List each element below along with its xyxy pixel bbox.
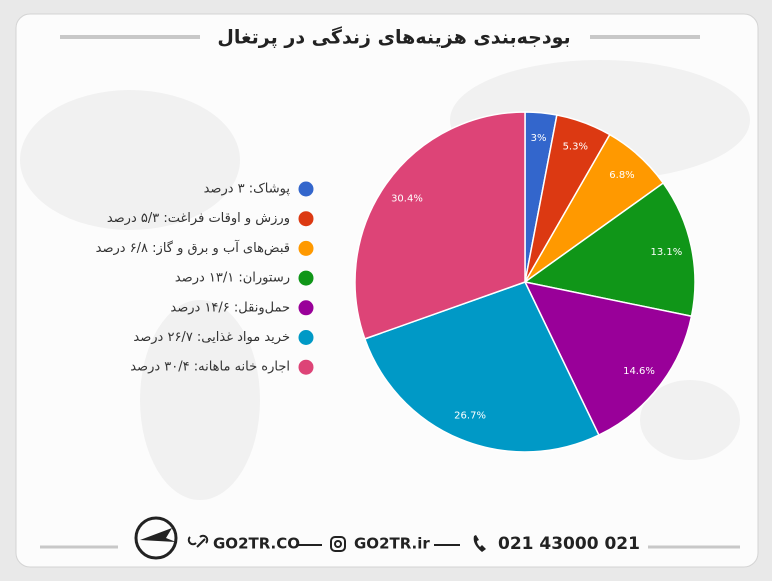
legend-label: قبض‌های آب و برق و گاز: ۶/۸ درصد <box>96 239 290 256</box>
legend-marker <box>298 181 314 197</box>
legend-label: ورزش و اوقات فراغت: ۵/۳ درصد <box>107 211 290 226</box>
value-label: 13.1% <box>650 247 682 258</box>
legend-label: اجاره خانه ماهانه: ۳۰/۴ درصد <box>130 360 290 375</box>
value-label: 6.8% <box>609 170 634 181</box>
legend-marker <box>298 270 314 286</box>
pie-slice <box>363 281 600 453</box>
value-label: 5.3% <box>563 142 588 153</box>
legend-label: پوشاک: ۳ درصد <box>204 182 291 197</box>
footer: GO2TR.CO GO2TR.ir 021 43000 021 <box>40 516 740 560</box>
phone: 021 43000 021 <box>498 534 640 554</box>
logo <box>134 516 178 560</box>
link-icon <box>187 534 209 548</box>
instagram-icon <box>330 536 346 552</box>
logo-plane <box>140 528 176 542</box>
world-map <box>20 60 750 500</box>
pie-slice <box>354 111 526 340</box>
pie-slice <box>523 182 696 318</box>
website: GO2TR.CO <box>213 535 300 553</box>
legend-marker <box>298 359 314 375</box>
legend-label: خرید مواد غذایی: ۲۶/۷ درصد <box>133 330 290 345</box>
value-label: 3% <box>531 133 547 144</box>
legend-label: رستوران: ۱۳/۱ درصد <box>175 271 290 286</box>
value-label: 30.4% <box>391 194 423 205</box>
phone-icon <box>473 535 486 552</box>
legend-label: حمل‌ونقل: ۱۴/۶ درصد <box>170 300 290 315</box>
legend-marker <box>298 240 314 256</box>
value-label: 26.7% <box>454 411 486 422</box>
legend-marker <box>298 211 314 227</box>
legend-marker <box>298 330 314 345</box>
legend-marker <box>298 300 314 316</box>
instagram-icon-lens <box>334 540 342 548</box>
pie-slice <box>523 280 693 437</box>
value-label: 14.6% <box>623 366 655 377</box>
chart-title: بودجه‌بندی هزینه‌های زندگی در پرتغال <box>217 26 570 49</box>
instagram: GO2TR.ir <box>354 535 430 553</box>
